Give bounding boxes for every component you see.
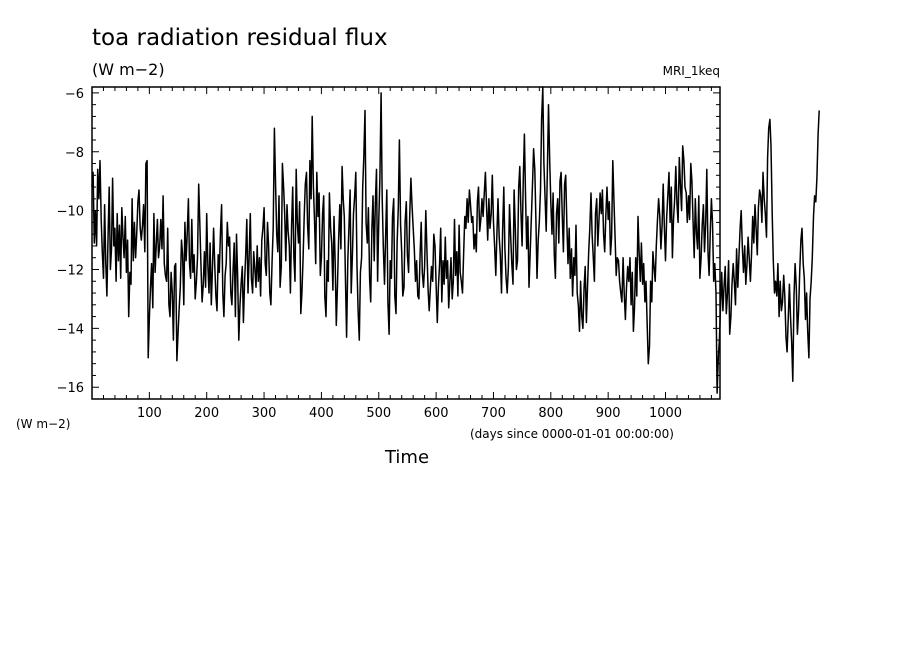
series-line-0 xyxy=(91,86,820,394)
plot-frame xyxy=(91,86,721,400)
x-tick-label: 800 xyxy=(538,406,563,421)
x-axis-units: (days since 0000-01-01 00:00:00) xyxy=(470,427,674,441)
dataset-label: MRI_1keq xyxy=(663,64,720,78)
x-tick-label: 300 xyxy=(252,406,277,421)
y-axis-label: (W m−2) xyxy=(16,417,70,431)
x-axis-label: Time xyxy=(384,447,429,468)
x-tick-label: 400 xyxy=(309,406,334,421)
chart-title: toa radiation residual flux xyxy=(92,25,388,51)
x-tick-label: 500 xyxy=(366,406,391,421)
x-tick-label: 200 xyxy=(194,406,219,421)
y-tick-label: −6 xyxy=(65,87,84,102)
x-tick-label: 100 xyxy=(137,406,162,421)
x-tick-label: 900 xyxy=(596,406,621,421)
y-tick-label: −8 xyxy=(65,146,84,161)
chart-subtitle: (W m−2) xyxy=(92,60,165,79)
x-tick-label: 1000 xyxy=(649,406,682,421)
y-tick-label: −10 xyxy=(57,205,84,220)
x-tick-label: 600 xyxy=(424,406,449,421)
y-tick-label: −16 xyxy=(57,381,84,396)
ticks-layer: 100 200 300 400 500 600 700 800 900 1000 −6 −8 −10 −1… xyxy=(57,87,720,421)
y-tick-label: −14 xyxy=(57,322,84,337)
x-tick-label: 700 xyxy=(481,406,506,421)
y-tick-label: −12 xyxy=(57,263,84,278)
series-layer xyxy=(91,86,820,394)
